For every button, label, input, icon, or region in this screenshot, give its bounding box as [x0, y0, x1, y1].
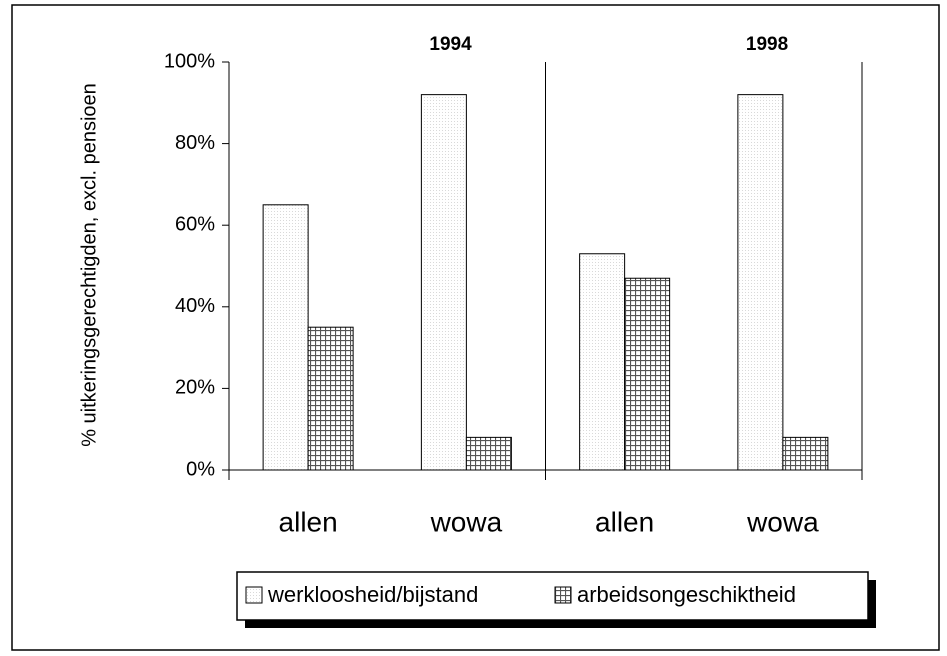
y-tick-label: 0%: [186, 458, 215, 480]
bar: [782, 436, 829, 471]
legend-swatch: [554, 586, 572, 604]
bar: [465, 436, 512, 471]
frame: [11, 4, 940, 651]
group-label: 1998: [746, 34, 788, 55]
x-tick-label: wowa: [746, 506, 819, 537]
y-tick-label: 60%: [175, 213, 215, 235]
y-tick-label: 100%: [164, 50, 215, 72]
y-tick-label: 20%: [175, 377, 215, 399]
y-tick-label: 80%: [175, 132, 215, 154]
bar: [737, 94, 784, 471]
y-tick-label: 40%: [175, 295, 215, 317]
legend-label: werkloosheid/bijstand: [267, 582, 478, 607]
x-tick-label: allen: [595, 506, 654, 537]
bar: [579, 253, 626, 471]
legend: [236, 571, 869, 621]
bar: [262, 204, 309, 471]
x-tick-label: allen: [279, 506, 338, 537]
group-label: 1994: [429, 34, 472, 55]
y-axis-label: % uitkeringsgerechtigden, excl. pensioen: [78, 83, 100, 447]
legend-label: arbeidsongeschiktheid: [577, 582, 796, 607]
x-tick-label: wowa: [430, 506, 503, 537]
legend-swatch: [245, 586, 263, 604]
bar: [307, 326, 354, 471]
bar: [420, 94, 467, 471]
bar: [624, 277, 671, 471]
